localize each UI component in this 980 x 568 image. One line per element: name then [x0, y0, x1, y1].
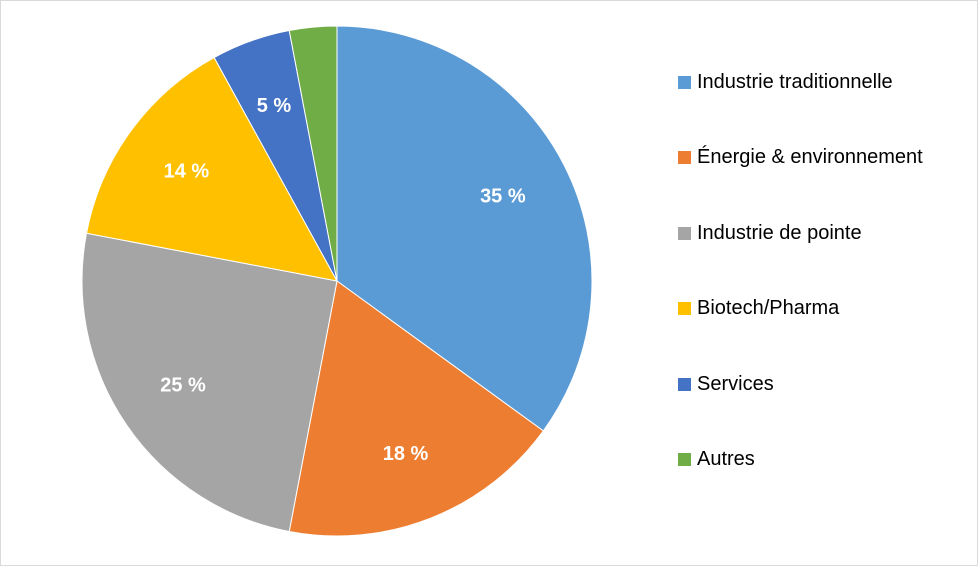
pie-data-label-0: 35 % [480, 185, 526, 207]
pie-slice-3 [85, 56, 338, 282]
legend-label: Énergie & environnement [697, 146, 923, 169]
legend-swatch [678, 151, 691, 165]
legend-entry-2: Industrie de pointe [678, 218, 923, 248]
pie-slices [81, 25, 593, 537]
pie-data-label-4: 5 % [257, 95, 292, 117]
legend-swatch [678, 377, 691, 391]
legend-swatch [678, 226, 691, 240]
legend-label: Biotech/Pharma [697, 297, 840, 320]
pie-chart: 35 % 18 % 25 % 14 % 5 % [81, 25, 593, 537]
legend-entry-1: Énergie & environnement [678, 143, 923, 173]
pie-slice-2 [81, 232, 338, 533]
pie-data-label-2: 25 % [160, 375, 206, 397]
legend-label: Industrie traditionnelle [697, 70, 893, 93]
legend-entry-0: Industrie traditionnelle [678, 67, 923, 97]
legend: Industrie traditionnelle Énergie & enviro… [678, 67, 923, 521]
legend-entry-3: Biotech/Pharma [678, 294, 923, 324]
legend-label: Industrie de pointe [697, 221, 862, 244]
legend-entry-4: Services [678, 369, 923, 399]
legend-label: Services [697, 372, 774, 395]
legend-swatch [678, 75, 691, 89]
pie-slice-0 [336, 25, 593, 432]
pie-slice-1 [288, 280, 544, 537]
legend-swatch [678, 302, 691, 316]
legend-swatch [678, 453, 691, 467]
pie-slice-5 [288, 25, 338, 282]
legend-entry-5: Autres [678, 445, 923, 475]
pie-data-label-3: 14 % [164, 161, 210, 183]
pie-data-labels: 35 % 18 % 25 % 14 % 5 % [160, 95, 526, 465]
legend-label: Autres [697, 448, 755, 471]
pie-data-label-1: 18 % [383, 443, 429, 465]
